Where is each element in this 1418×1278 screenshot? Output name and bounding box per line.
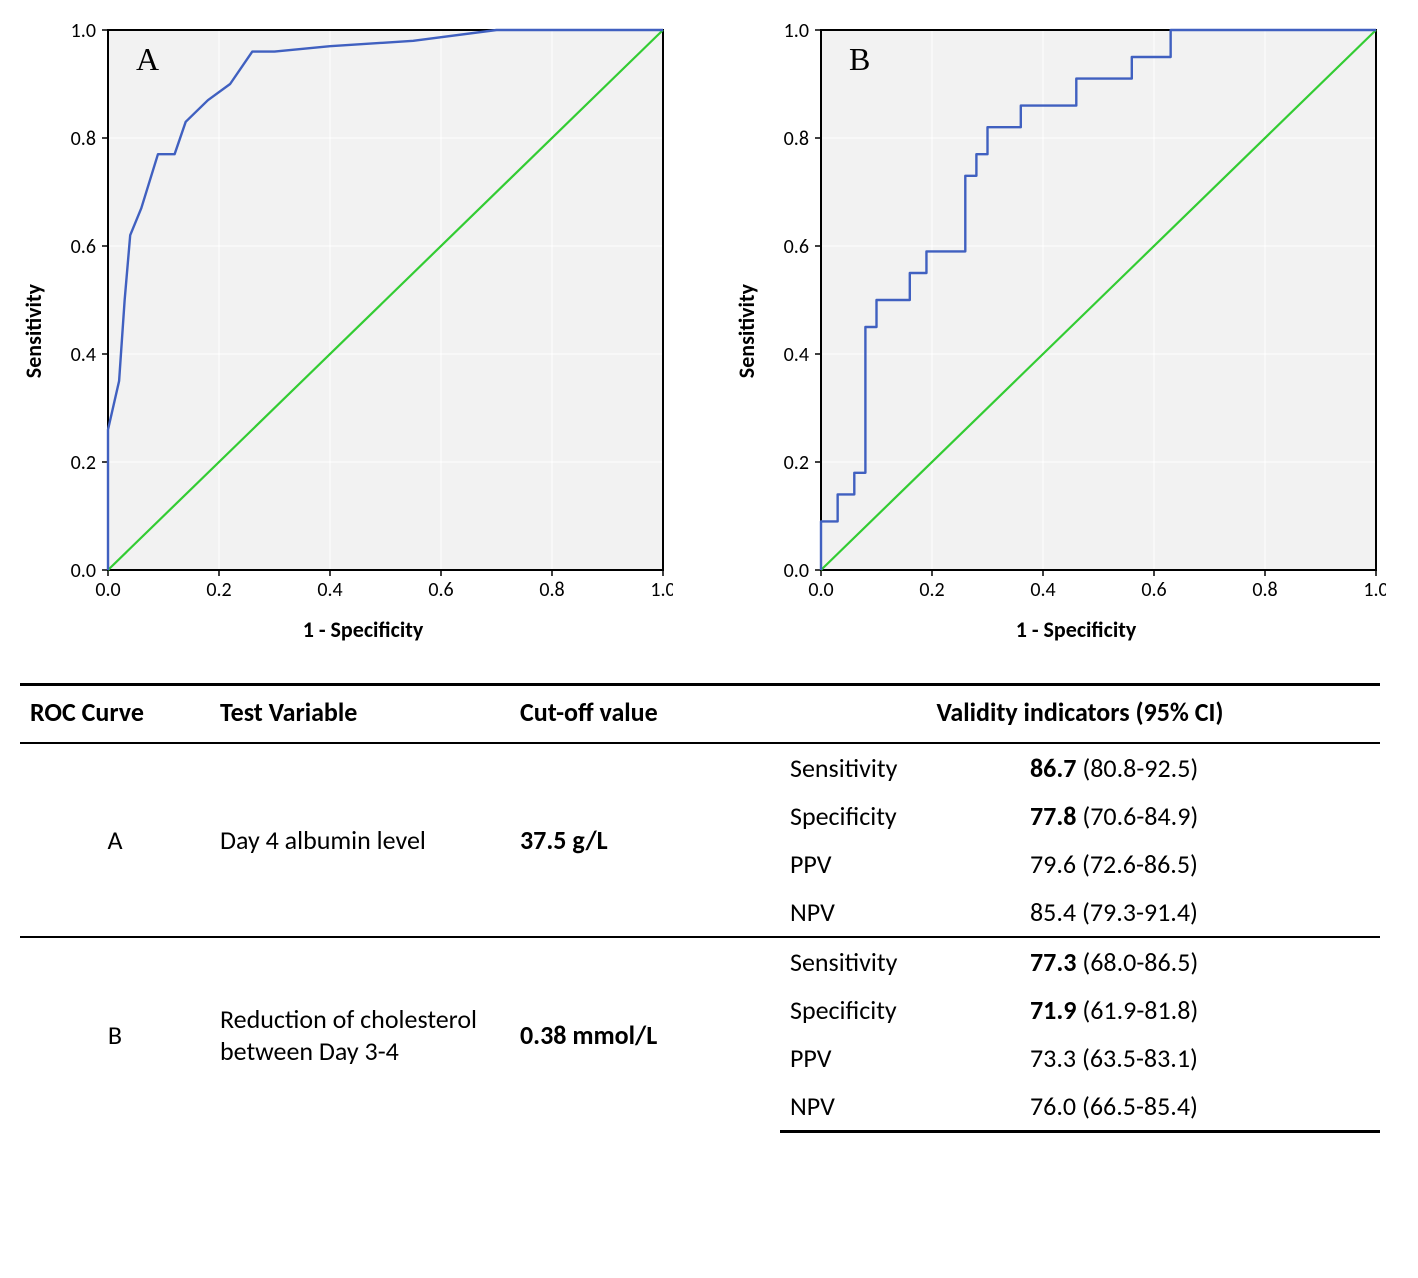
svg-text:0.8: 0.8 — [784, 127, 809, 151]
col-header-validity: Validity indicators (95% CI) — [780, 685, 1380, 744]
svg-text:1.0: 1.0 — [71, 20, 96, 43]
table-row: BReduction of cholesterol between Day 3-… — [20, 937, 1380, 986]
y-axis-label: Sensitivity — [20, 284, 47, 378]
cell-indicator-label: Specificity — [780, 792, 1020, 840]
cell-indicator-value: 79.6 (72.6-86.5) — [1020, 840, 1380, 888]
cell-curve: A — [20, 743, 210, 937]
cell-indicator-value: 77.3 (68.0-86.5) — [1020, 937, 1380, 986]
results-table: ROC Curve Test Variable Cut-off value Va… — [20, 683, 1380, 1133]
svg-text:0.2: 0.2 — [919, 578, 944, 602]
cell-variable: Reduction of cholesterol between Day 3-4 — [210, 937, 510, 1132]
svg-text:0.4: 0.4 — [317, 578, 342, 602]
svg-text:0.8: 0.8 — [539, 578, 564, 602]
svg-text:0.0: 0.0 — [808, 578, 833, 602]
cell-indicator-label: NPV — [780, 1082, 1020, 1132]
chart-panel-b: Sensitivity 0.00.00.20.20.40.40.60.60.80… — [733, 20, 1386, 643]
svg-text:1.0: 1.0 — [784, 20, 809, 43]
svg-text:0.6: 0.6 — [784, 235, 809, 259]
svg-text:0.2: 0.2 — [206, 578, 231, 602]
svg-text:0.2: 0.2 — [784, 451, 809, 475]
svg-text:0.0: 0.0 — [95, 578, 120, 602]
col-header-curve: ROC Curve — [20, 685, 210, 744]
cell-indicator-value: 77.8 (70.6-84.9) — [1020, 792, 1380, 840]
col-header-variable: Test Variable — [210, 685, 510, 744]
svg-text:0.0: 0.0 — [784, 559, 809, 583]
cell-cutoff: 37.5 g/L — [510, 743, 780, 937]
cell-cutoff: 0.38 mmol/L — [510, 937, 780, 1132]
col-header-cutoff: Cut-off value — [510, 685, 780, 744]
svg-text:0.2: 0.2 — [71, 451, 96, 475]
table-row: ADay 4 albumin level37.5 g/LSensitivity8… — [20, 743, 1380, 792]
svg-text:0.8: 0.8 — [1252, 578, 1277, 602]
cell-indicator-label: Specificity — [780, 986, 1020, 1034]
cell-indicator-label: Sensitivity — [780, 743, 1020, 792]
cell-curve: B — [20, 937, 210, 1132]
roc-chart-a: 0.00.0 0.2 0.2 0.4 0.4 0.6 0.6 0.8 0.8 1.0 1.0 A — [53, 20, 673, 610]
cell-indicator-value: 86.7 (80.8-92.5) — [1020, 743, 1380, 792]
svg-text:0.6: 0.6 — [428, 578, 453, 602]
svg-text:A: A — [136, 41, 159, 77]
y-axis-label: Sensitivity — [733, 284, 760, 378]
svg-text:1.0: 1.0 — [1363, 578, 1386, 602]
svg-text:0.6: 0.6 — [71, 235, 96, 259]
svg-text:0.4: 0.4 — [1030, 578, 1055, 602]
cell-indicator-value: 85.4 (79.3-91.4) — [1020, 888, 1380, 937]
cell-variable: Day 4 albumin level — [210, 743, 510, 937]
x-axis-label: 1 - Specificity — [1016, 616, 1137, 643]
cell-indicator-label: PPV — [780, 840, 1020, 888]
cell-indicator-label: PPV — [780, 1034, 1020, 1082]
cell-indicator-label: NPV — [780, 888, 1020, 937]
x-axis-label: 1 - Specificity — [303, 616, 424, 643]
svg-text:0.8: 0.8 — [71, 127, 96, 151]
roc-chart-b: 0.00.0 0.2 0.2 0.4 0.4 0.6 0.6 0.8 0.8 1.0 1.0 B — [766, 20, 1386, 610]
svg-text:0.6: 0.6 — [1141, 578, 1166, 602]
table-header-row: ROC Curve Test Variable Cut-off value Va… — [20, 685, 1380, 744]
svg-text:B: B — [849, 41, 870, 77]
cell-indicator-value: 73.3 (63.5-83.1) — [1020, 1034, 1380, 1082]
svg-text:0.0: 0.0 — [71, 559, 96, 583]
svg-text:0.4: 0.4 — [71, 343, 96, 367]
svg-text:0.4: 0.4 — [784, 343, 809, 367]
cell-indicator-value: 76.0 (66.5-85.4) — [1020, 1082, 1380, 1132]
cell-indicator-value: 71.9 (61.9-81.8) — [1020, 986, 1380, 1034]
cell-indicator-label: Sensitivity — [780, 937, 1020, 986]
charts-row: Sensitivity 0.00.00.20.20.40.40.60.60.80… — [20, 20, 1398, 643]
chart-panel-a: Sensitivity 0.00.00.20.20.40.40.60.60.80… — [20, 20, 673, 643]
svg-text:1.0: 1.0 — [650, 578, 673, 602]
